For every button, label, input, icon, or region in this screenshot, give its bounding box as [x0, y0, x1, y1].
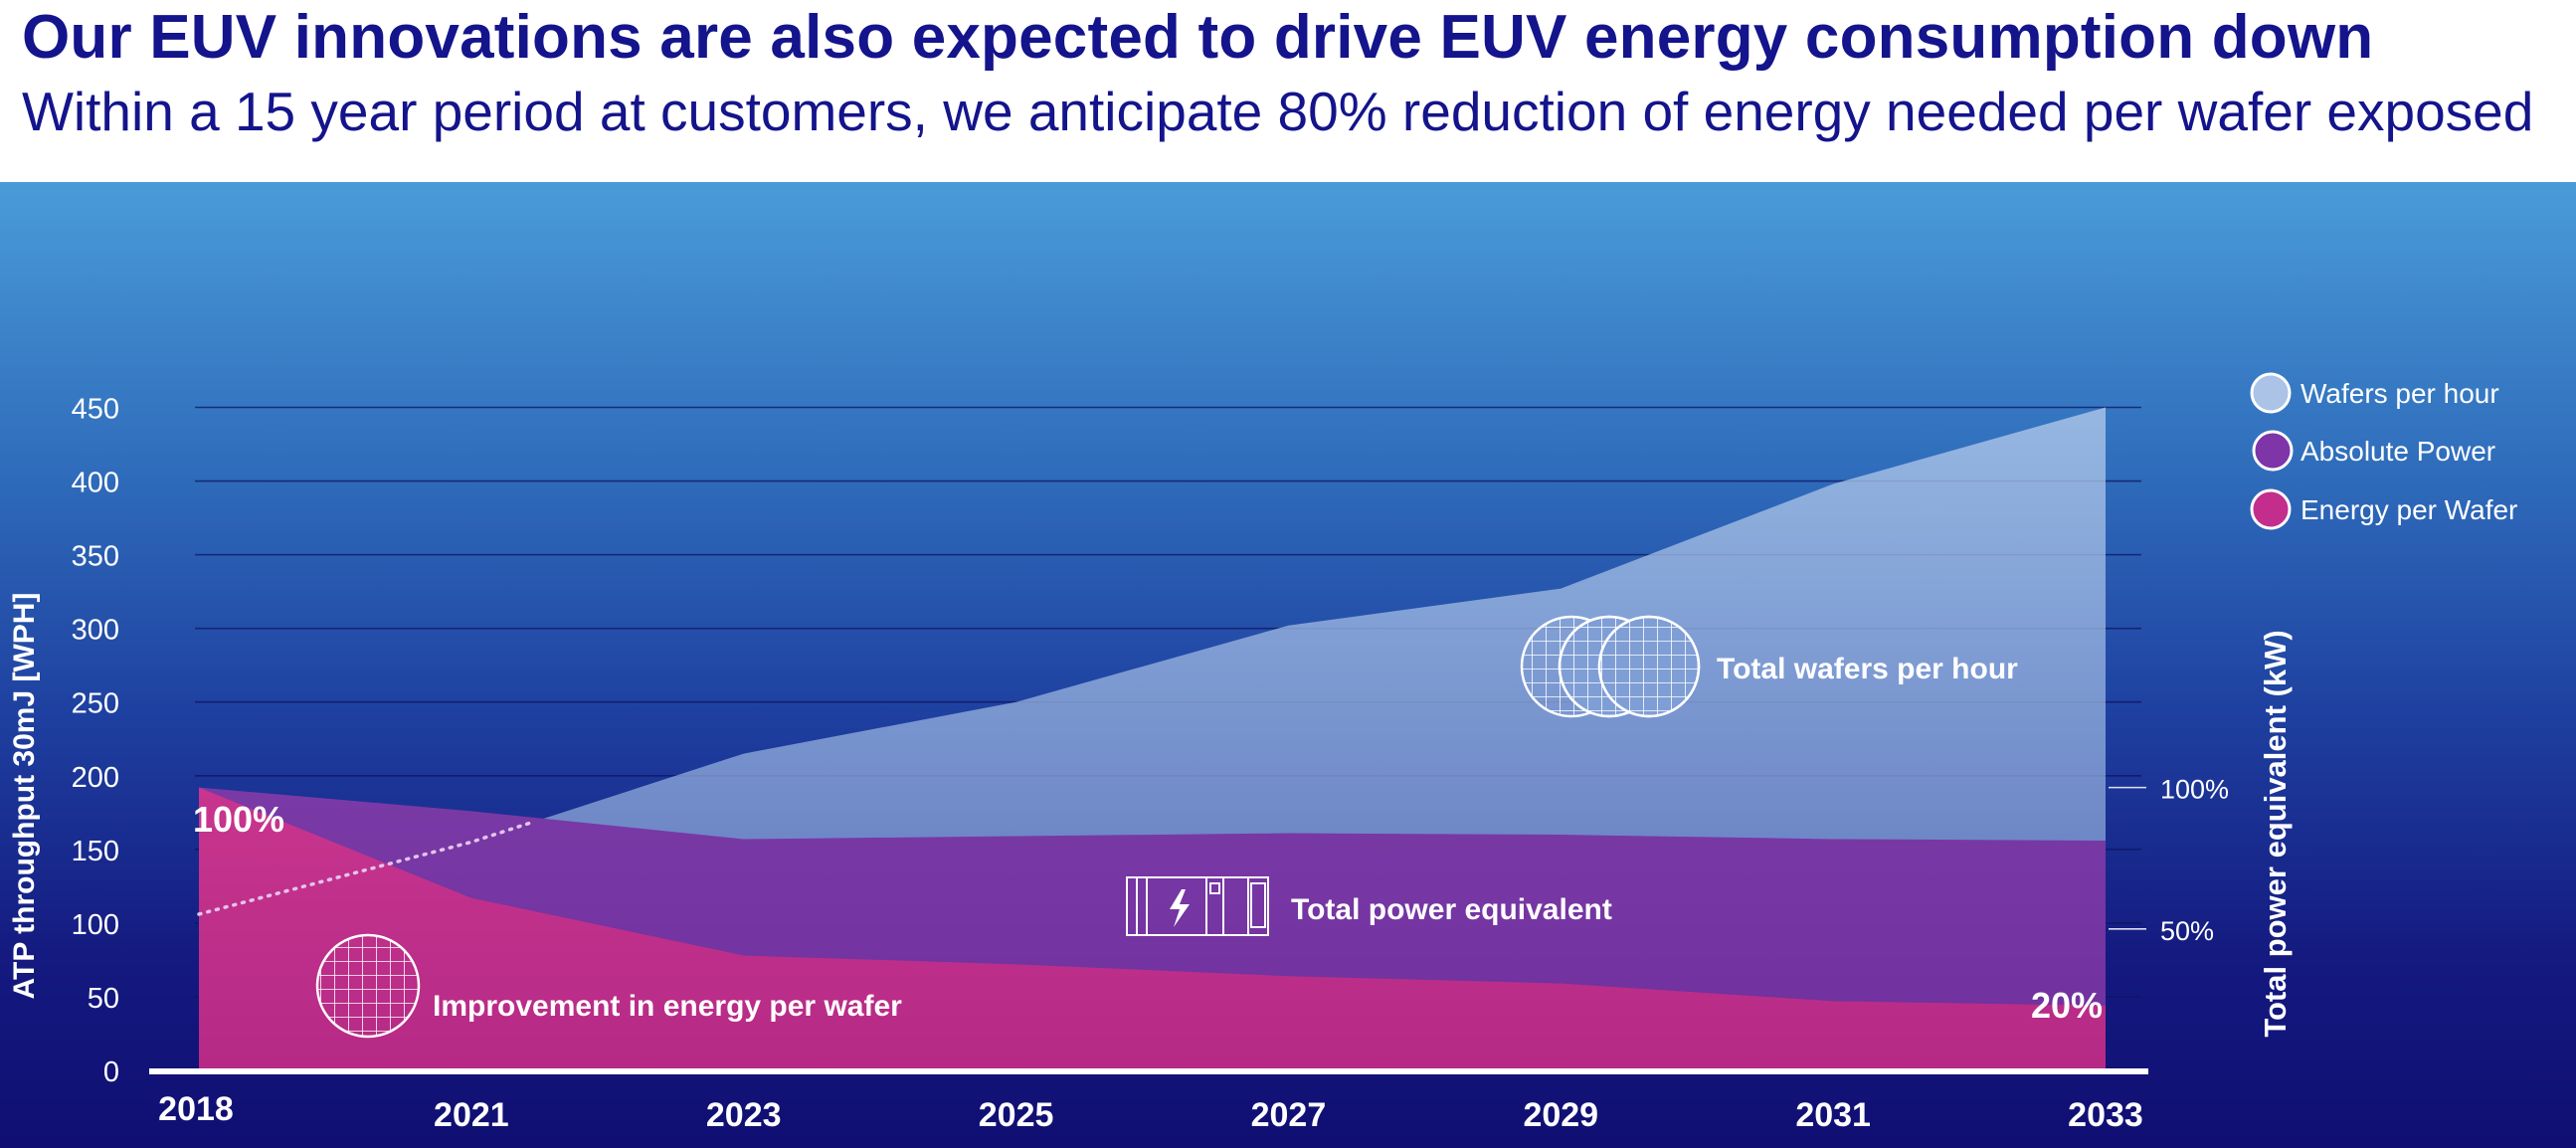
wafer-icon [1597, 615, 1701, 718]
wafers-per-hour-dotted-line [197, 821, 533, 916]
x-tick-label: 2027 [1251, 1096, 1327, 1134]
y-tick-label: 450 [72, 394, 119, 426]
x-tick-label: 2025 [979, 1096, 1054, 1134]
y2-tick-label: 100% [2160, 775, 2229, 805]
series-marks [197, 821, 533, 916]
x-tick-label: 2021 [434, 1096, 509, 1134]
y-tick-label: 200 [72, 762, 119, 794]
legend-swatch [2250, 488, 2292, 530]
axes: 0 50 100 150 200 250 300 350 400 450 100% 50% 2018 20… [72, 394, 2229, 1134]
y2-tick-label: 50% [2160, 916, 2214, 946]
legend-label: Energy per Wafer [2300, 494, 2517, 525]
y-tick-label: 50 [88, 983, 119, 1015]
energy-annotation: Improvement in energy per wafer [433, 990, 902, 1023]
slide-subtitle: Within a 15 year period at customers, we… [22, 81, 2534, 142]
y-tick-label: 300 [72, 615, 119, 647]
series-areas [199, 407, 2106, 1070]
y-tick-label: 100 [72, 909, 119, 941]
legend-label: Absolute Power [2300, 436, 2495, 467]
end-percent-label: 20% [2031, 985, 2103, 1026]
y2-axis-title: Total power equivalent (kW) [2258, 630, 2293, 1037]
wafers-icon [1520, 615, 1701, 718]
y-tick-label: 0 [103, 1056, 119, 1088]
y-axis-title: ATP throughput 30mJ [WPH] [8, 593, 41, 1000]
x-tick-label: 2023 [706, 1096, 782, 1134]
legend: Wafers per hour Absolute Power Energy per … [2250, 372, 2517, 530]
slide-header: Our EUV innovations are also expected to… [0, 0, 2576, 182]
x-tick-label: 2033 [2068, 1096, 2143, 1134]
legend-label: Wafers per hour [2300, 378, 2499, 409]
wafer-icon [315, 933, 421, 1039]
legend-swatch [2252, 430, 2294, 472]
slide-title: Our EUV innovations are also expected to… [22, 3, 2374, 72]
y-tick-label: 400 [72, 468, 119, 499]
energy-per-wafer-area [199, 787, 2106, 1070]
power-annotation: Total power equivalent [1291, 893, 1612, 926]
y-tick-label: 150 [72, 836, 119, 867]
x-tick-label: 2031 [1795, 1096, 1871, 1134]
wafers-annotation: Total wafers per hour [1717, 653, 2018, 685]
power-cabinet-icon [1126, 876, 1269, 936]
y-tick-label: 350 [72, 541, 119, 573]
x-tick-label: 2018 [158, 1090, 234, 1128]
x-tick-label: 2029 [1523, 1096, 1598, 1134]
y-tick-label: 250 [72, 688, 119, 720]
start-percent-label: 100% [193, 799, 284, 840]
legend-swatch [2250, 372, 2292, 414]
